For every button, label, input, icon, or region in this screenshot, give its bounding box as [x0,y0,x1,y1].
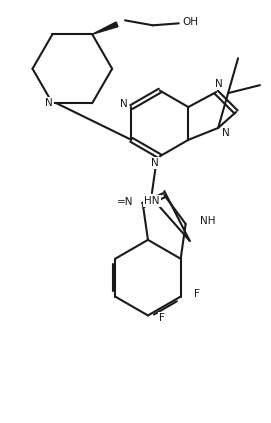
Text: F: F [194,288,199,299]
Text: F: F [159,313,165,324]
Polygon shape [92,22,118,34]
Text: =N: =N [117,197,133,207]
Text: N: N [215,79,223,89]
Text: N: N [120,99,127,109]
Text: N: N [222,128,230,138]
Text: OH: OH [183,17,199,27]
Text: HN: HN [144,196,160,206]
Text: N: N [151,158,159,168]
Text: NH: NH [199,216,215,226]
Text: N: N [44,98,52,108]
